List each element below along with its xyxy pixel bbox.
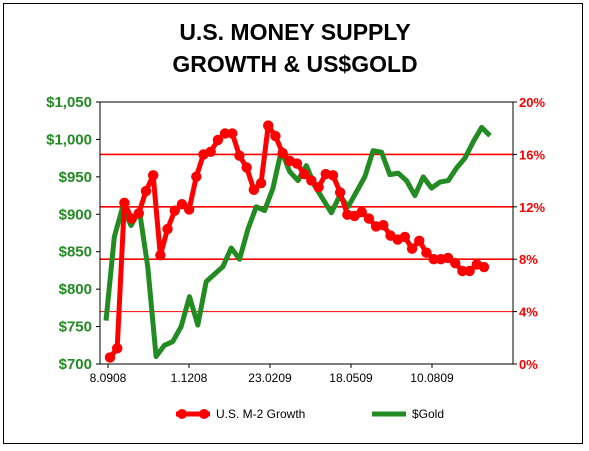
series-m2-point bbox=[442, 252, 454, 264]
series-layer bbox=[103, 120, 492, 363]
series-m2-point bbox=[140, 185, 152, 197]
series-m2-point bbox=[334, 187, 346, 198]
series-m2-point bbox=[450, 257, 461, 269]
right-tick-label: 12% bbox=[519, 200, 545, 215]
left-tick-label: $800 bbox=[59, 281, 92, 298]
series-m2-point bbox=[191, 171, 202, 182]
left-tick-label: $850 bbox=[59, 244, 92, 261]
legend-m2-label: U.S. M-2 Growth bbox=[216, 407, 305, 421]
chart-title-line1: U.S. MONEY SUPPLY bbox=[179, 19, 410, 45]
series-m2-point bbox=[111, 343, 123, 354]
series-m2-point bbox=[119, 197, 130, 209]
left-tick-label: $1,000 bbox=[46, 131, 92, 148]
series-m2-point bbox=[270, 130, 281, 142]
series-m2-point bbox=[363, 213, 375, 224]
series-m2-point bbox=[162, 223, 173, 235]
series-m2-point bbox=[227, 128, 238, 139]
series-m2-point bbox=[104, 352, 116, 363]
x-tick-label: 23.0209 bbox=[248, 371, 292, 385]
legend-item-m2: U.S. M-2 Growth bbox=[176, 407, 305, 421]
series-m2-point bbox=[219, 128, 231, 139]
series-m2-point bbox=[263, 120, 274, 131]
plot-area-border bbox=[99, 101, 514, 365]
series-m2-point bbox=[205, 146, 216, 157]
right-tick-label: 0% bbox=[519, 357, 538, 372]
series-m2-point bbox=[464, 265, 475, 277]
series-m2-point bbox=[169, 205, 180, 216]
x-tick-label: 18.0509 bbox=[329, 371, 373, 385]
left-tick-label: $1,050 bbox=[46, 94, 92, 111]
series-m2-point bbox=[356, 206, 367, 218]
series-gold-line bbox=[103, 124, 492, 360]
series-m2-point bbox=[234, 150, 245, 161]
series-m2-point bbox=[291, 158, 303, 169]
legend-gold-label: $Gold bbox=[412, 407, 444, 421]
x-tick-label: 8.0908 bbox=[90, 371, 127, 385]
series-m2-point bbox=[126, 213, 137, 224]
series-m2-point bbox=[421, 247, 432, 258]
right-tick-label: 16% bbox=[519, 147, 545, 162]
series-m2-point bbox=[327, 170, 339, 181]
left-tick-label: $900 bbox=[59, 206, 92, 223]
series-m2-point bbox=[406, 243, 418, 254]
series-m2-point bbox=[133, 208, 144, 219]
left-tick-label: $700 bbox=[59, 356, 92, 373]
series-m2-point bbox=[277, 147, 288, 159]
series-m2-point bbox=[306, 175, 317, 186]
right-tick-label: 20% bbox=[519, 95, 545, 110]
series-m2-point bbox=[298, 168, 310, 180]
series-m2-point bbox=[399, 231, 411, 243]
right-tick-label: 4% bbox=[519, 305, 538, 320]
series-m2-point bbox=[212, 134, 224, 146]
left-tick-label: $950 bbox=[59, 169, 92, 186]
series-m2-point bbox=[255, 178, 267, 189]
series-m2-point bbox=[414, 235, 425, 247]
right-y-axis: 0% 4% 8% 12% 16% 20% bbox=[513, 95, 545, 372]
legend-item-gold: $Gold bbox=[372, 407, 444, 421]
x-axis: 8.0908 1.1208 23.0209 18.0509 10.0809 bbox=[90, 364, 454, 385]
x-tick-label: 1.1208 bbox=[171, 371, 208, 385]
chart-title-line2: GROWTH & US$GOLD bbox=[172, 51, 417, 77]
series-m2-point bbox=[241, 162, 252, 173]
legend-m2-marker bbox=[177, 409, 187, 419]
series-m2-point bbox=[176, 198, 188, 210]
series-m2-point bbox=[183, 204, 195, 215]
series-m2-point bbox=[457, 265, 468, 277]
series-m2-point bbox=[155, 250, 166, 261]
series-m2-point bbox=[313, 181, 324, 193]
left-y-axis: $700 $750 $800 $850 $900 $950 $1,000 $1,050 bbox=[46, 94, 100, 373]
x-tick-label: 10.0809 bbox=[410, 371, 454, 385]
right-tick-label: 8% bbox=[519, 252, 538, 267]
series-m2-point bbox=[428, 254, 439, 265]
series-m2-point bbox=[248, 184, 260, 195]
legend: U.S. M-2 Growth $Gold bbox=[176, 407, 444, 421]
legend-m2-marker bbox=[199, 409, 209, 419]
series-m2-point bbox=[147, 170, 159, 181]
left-tick-label: $750 bbox=[59, 319, 92, 336]
series-m2-point bbox=[378, 219, 389, 231]
series-m2-point bbox=[478, 261, 490, 273]
